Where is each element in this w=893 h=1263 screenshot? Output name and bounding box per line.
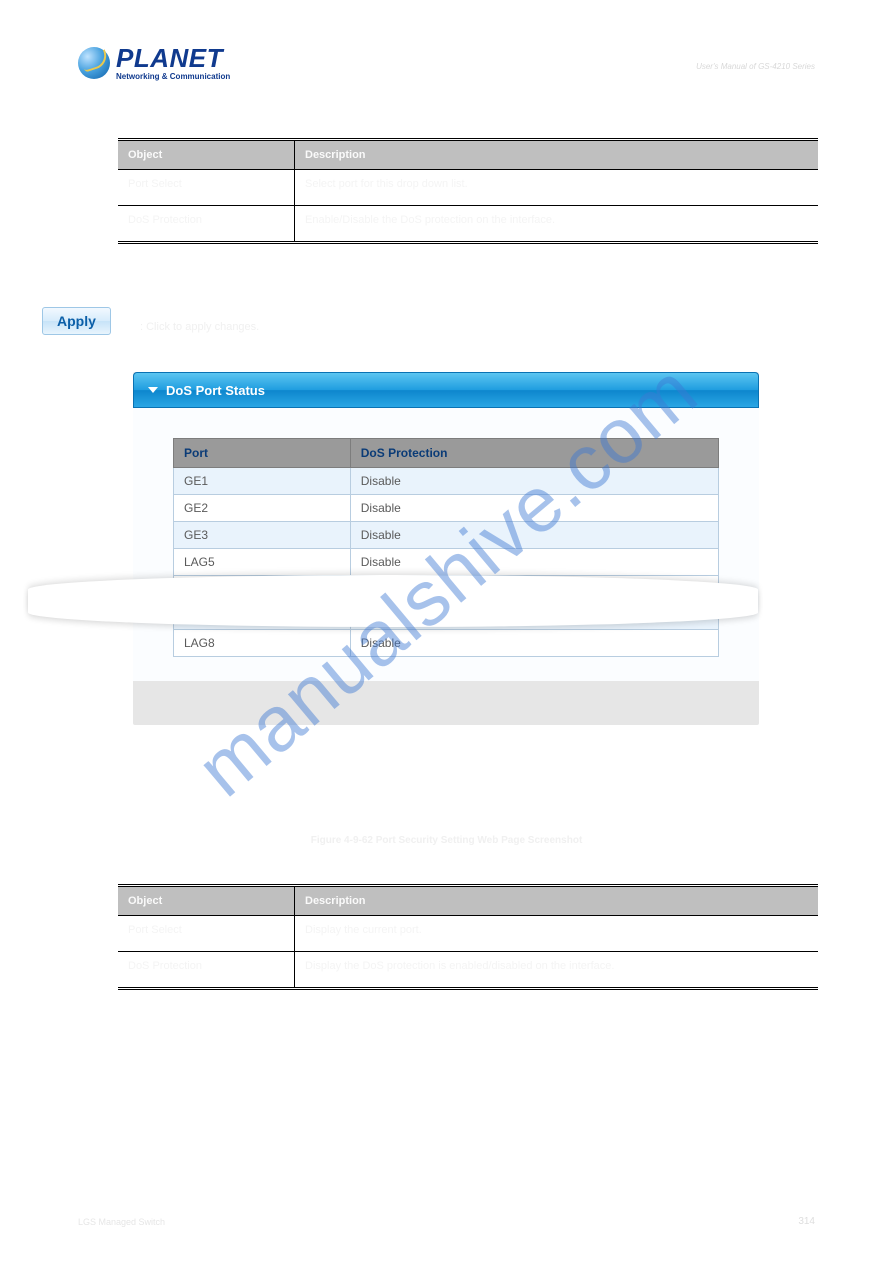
object-table-1: Object Description Port Select Select po…	[118, 138, 818, 244]
table-header-row: Port DoS Protection	[174, 439, 719, 468]
cell-status: Disable	[350, 549, 718, 576]
table-row: GE1 Disable	[174, 468, 719, 495]
cell-description: Select port for this drop down list.	[295, 170, 818, 205]
brand-tagline: Networking & Communication	[116, 73, 230, 81]
chevron-down-icon	[148, 387, 158, 393]
col-port: Port	[174, 439, 351, 468]
torn-gap-overlay	[28, 575, 758, 627]
cell-description: Enable/Disable the DoS protection on the…	[295, 206, 818, 241]
cell-status: Disable	[350, 468, 718, 495]
globe-icon	[78, 47, 110, 79]
apply-button-frame: Apply	[42, 307, 111, 335]
cell-object: DoS Protection	[118, 206, 294, 241]
table-header-row: Object Description	[118, 141, 818, 169]
table-row: DoS Protection Enable/Disable the DoS pr…	[118, 205, 818, 241]
object-table-2: Object Description Port Select Display t…	[118, 884, 818, 990]
cell-object: DoS Protection	[118, 952, 294, 987]
col-description: Description	[295, 887, 818, 915]
cell-status: Disable	[350, 522, 718, 549]
cell-status: Disable	[350, 630, 718, 657]
table-header-row: Object Description	[118, 887, 818, 915]
cell-object: Port Select	[118, 170, 294, 205]
apply-button[interactable]: Apply	[42, 307, 111, 335]
cell-port: LAG5	[174, 549, 351, 576]
cell-port: GE2	[174, 495, 351, 522]
footer-right: 314	[798, 1216, 815, 1227]
dos-port-status-panel: DoS Port Status Port DoS Protection GE1 …	[133, 372, 759, 725]
cell-port: GE1	[174, 468, 351, 495]
brand-name: PLANET	[116, 45, 230, 71]
table-row: LAG8 Disable	[174, 630, 719, 657]
table-row: DoS Protection Display the DoS protectio…	[118, 951, 818, 987]
panel-title: DoS Port Status	[166, 383, 265, 398]
col-description: Description	[295, 141, 818, 169]
col-protection: DoS Protection	[350, 439, 718, 468]
apply-caption: : Click to apply changes.	[140, 321, 259, 333]
col-object: Object	[118, 141, 294, 169]
brand-text: PLANET Networking & Communication	[116, 45, 230, 81]
cell-description: Display the current port.	[295, 916, 818, 951]
figure-caption: Figure 4-9-62 Port Security Setting Web …	[0, 835, 893, 846]
footer-left: LGS Managed Switch	[78, 1217, 165, 1227]
table-row: GE2 Disable	[174, 495, 719, 522]
cell-object: Port Select	[118, 916, 294, 951]
cell-port: LAG8	[174, 630, 351, 657]
panel-body: Port DoS Protection GE1 Disable GE2 Disa…	[133, 408, 759, 681]
table-row: Port Select Select port for this drop do…	[118, 169, 818, 205]
table-row: Port Select Display the current port.	[118, 915, 818, 951]
table-row: GE3 Disable	[174, 522, 719, 549]
table-row: LAG5 Disable	[174, 549, 719, 576]
doc-header-right: User's Manual of GS-4210 Series	[696, 62, 815, 71]
cell-status: Disable	[350, 495, 718, 522]
cell-description: Display the DoS protection is enabled/di…	[295, 952, 818, 987]
col-object: Object	[118, 887, 294, 915]
panel-header[interactable]: DoS Port Status	[133, 372, 759, 408]
cell-port: GE3	[174, 522, 351, 549]
brand-logo: PLANET Networking & Communication	[78, 45, 230, 81]
